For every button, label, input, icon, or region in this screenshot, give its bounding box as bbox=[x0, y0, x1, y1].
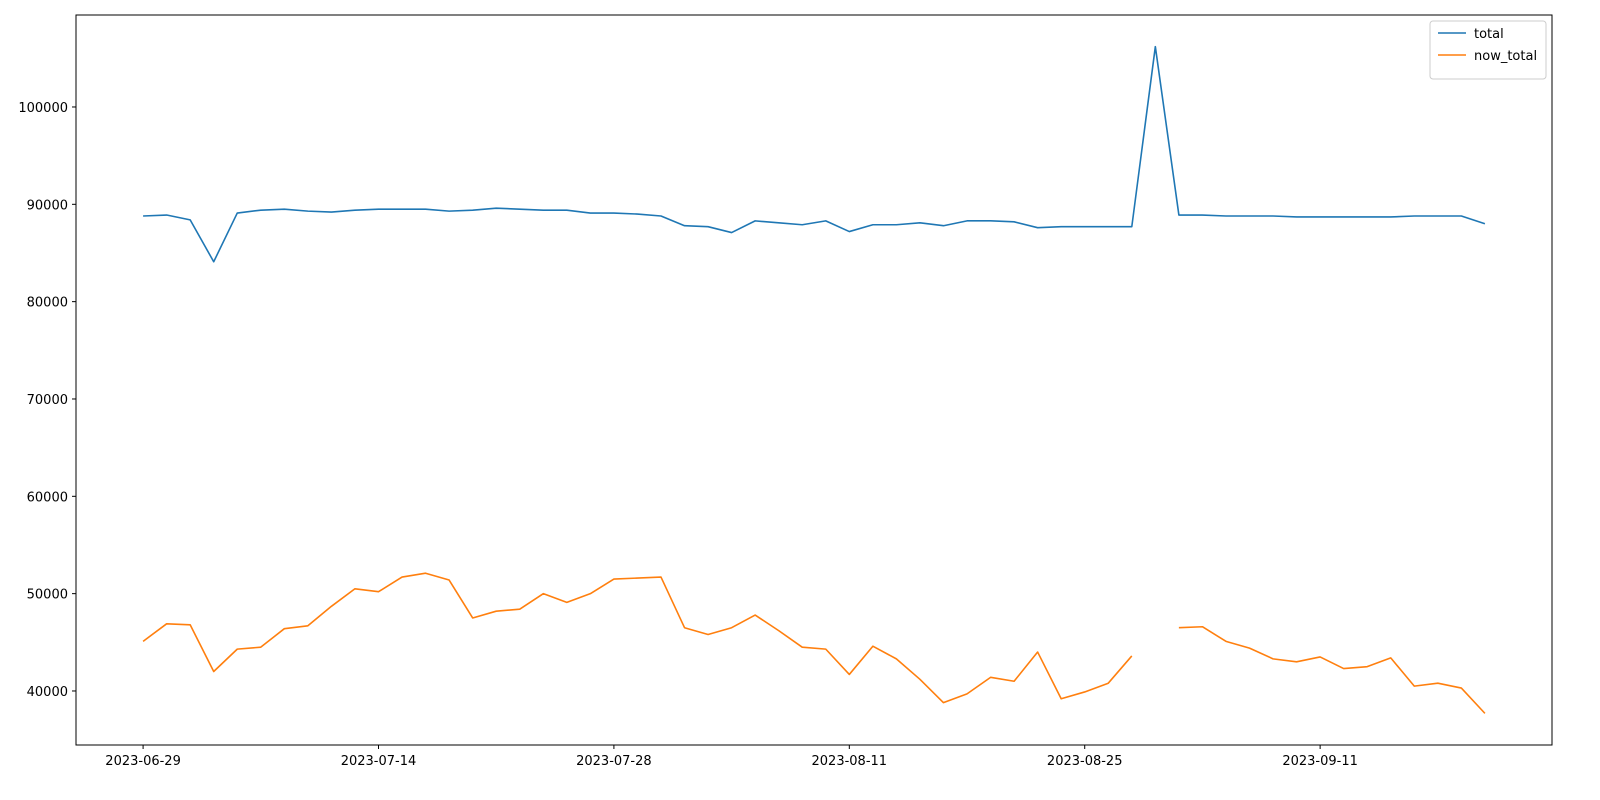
y-tick-label: 50000 bbox=[27, 588, 68, 603]
y-tick-label: 100000 bbox=[18, 101, 68, 116]
legend-label: total bbox=[1474, 27, 1504, 42]
x-tick-label: 2023-08-11 bbox=[812, 754, 888, 769]
plot-frame bbox=[75, 14, 1553, 746]
x-tick-label: 2023-07-28 bbox=[576, 754, 652, 769]
y-tick-label: 60000 bbox=[27, 490, 68, 505]
legend-box bbox=[1429, 20, 1547, 80]
y-tick-label: 90000 bbox=[27, 198, 68, 213]
x-tick-label: 2023-06-29 bbox=[105, 754, 181, 769]
x-tick-label: 2023-08-25 bbox=[1047, 754, 1123, 769]
data-line bbox=[143, 45, 1486, 263]
y-tick-label: 40000 bbox=[27, 685, 68, 700]
legend-label: now_total bbox=[1474, 49, 1537, 64]
legend: total now_total bbox=[1429, 20, 1547, 80]
x-tick-label: 2023-09-11 bbox=[1282, 754, 1358, 769]
x-tick-label: 2023-07-14 bbox=[341, 754, 417, 769]
y-tick-label: 70000 bbox=[27, 393, 68, 408]
y-tick-label: 80000 bbox=[27, 296, 68, 311]
data-line bbox=[142, 572, 1486, 714]
